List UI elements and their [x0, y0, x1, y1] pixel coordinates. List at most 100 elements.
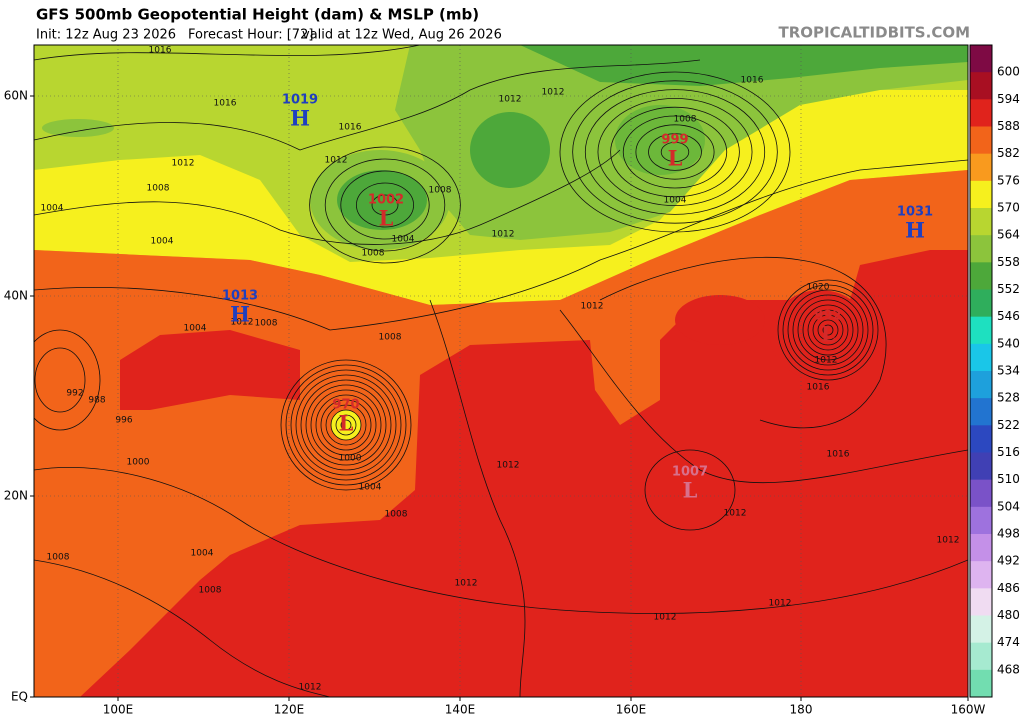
isobar — [807, 309, 849, 351]
isobar — [648, 133, 702, 171]
isobar-label: 1004 — [359, 483, 382, 493]
colorbar-swatch — [970, 208, 992, 236]
isobar-label: 1012 — [581, 302, 604, 312]
isobar-label: 1008 — [674, 115, 697, 125]
isobar — [777, 279, 879, 381]
isobar-label: 1016 — [741, 76, 764, 86]
isobar-label: 1008 — [147, 184, 170, 194]
center-letter: H — [230, 302, 250, 327]
isobar — [295, 374, 397, 476]
colorbar-label: 594 — [997, 92, 1020, 106]
isobar-label: 1012 — [455, 579, 478, 589]
isobar — [335, 414, 357, 436]
lon-label: 160E — [616, 703, 647, 717]
isobar — [572, 80, 778, 224]
isobar — [290, 369, 402, 481]
center-letter: H — [905, 218, 925, 243]
lat-label: 60N — [4, 89, 28, 103]
colorbar-swatch — [970, 289, 992, 318]
isobar-label: 1000 — [339, 454, 362, 464]
height-field — [34, 170, 968, 697]
lat-label: EQ — [11, 690, 28, 704]
colorbar-label: 498 — [997, 527, 1020, 541]
colorbar-swatch — [970, 452, 992, 481]
isobar-label: 1012 — [769, 599, 792, 609]
isobar-label: 1012 — [497, 461, 520, 471]
isobar — [324, 158, 446, 252]
isobar-label: 1008 — [429, 186, 452, 196]
height-field — [770, 290, 870, 380]
isobar-label: 1016 — [827, 450, 850, 460]
isobar — [610, 106, 740, 198]
colorbar-label: 582 — [997, 146, 1020, 160]
colorbar-swatch — [970, 343, 992, 372]
isobar-label: 1016 — [214, 99, 237, 109]
isobar-label: 1012 — [231, 318, 254, 328]
isobar — [355, 182, 414, 228]
colorbar-label: 564 — [997, 228, 1020, 242]
center-value: 1013 — [222, 289, 258, 304]
isobar — [310, 389, 382, 461]
forecast-hour: Forecast Hour: [72] — [188, 28, 313, 43]
isobar-label: 1012 — [299, 683, 322, 693]
center-letter: L — [668, 146, 683, 171]
colorbar-label: 510 — [997, 472, 1020, 486]
isobar-label: 992 — [66, 389, 83, 399]
map — [34, 45, 968, 697]
center-letter: L — [821, 322, 836, 347]
colorbar-label: 534 — [997, 364, 1020, 378]
colorbar-swatch — [970, 425, 992, 453]
height-field — [675, 295, 765, 345]
colorbar-swatch — [970, 398, 992, 426]
colorbar-swatch — [970, 180, 992, 209]
isobar — [797, 299, 859, 361]
colorbar-label: 576 — [997, 173, 1020, 187]
colorbar-label: 540 — [997, 336, 1020, 350]
isobar — [340, 419, 352, 431]
title: GFS 500mb Geopotential Height (dam) & MS… — [36, 6, 479, 24]
colorbar-label: 468 — [997, 662, 1020, 676]
colorbar-swatch — [970, 642, 992, 671]
valid-time: valid at 12z Wed, Aug 26 2026 — [302, 28, 502, 43]
isobar-label: 1012 — [492, 230, 515, 240]
isobar — [309, 146, 461, 264]
isobar-label: 1008 — [255, 319, 278, 329]
isobar — [792, 294, 864, 366]
isobar-label: 1004 — [41, 204, 64, 214]
isobar-label: 1012 — [499, 95, 522, 105]
colorbar-swatch — [970, 316, 992, 345]
colorbar-swatch — [970, 126, 992, 155]
center-value: 992 — [814, 309, 841, 324]
colorbar-swatch — [970, 669, 992, 698]
isobar — [371, 194, 399, 216]
isobar — [787, 289, 869, 371]
colorbar-label: 486 — [997, 581, 1020, 595]
isobar-label: 1016 — [149, 46, 172, 56]
isobars — [34, 45, 968, 697]
height-field — [470, 112, 550, 188]
colorbar: 600 594 588 582 576 570 564 558 552 546 540 534 528 5… — [969, 44, 1020, 698]
colorbar-swatch — [970, 615, 992, 644]
isobar — [782, 284, 874, 376]
lon-label: 180 — [790, 703, 813, 717]
lon-label: 140E — [445, 703, 476, 717]
isobar — [817, 319, 839, 341]
colorbar-label: 570 — [997, 201, 1020, 215]
watermark: TROPICALTIDBITS.COM — [779, 24, 971, 42]
isobar — [280, 359, 412, 491]
isobar-label: 1016 — [807, 383, 830, 393]
colorbar-swatch — [970, 45, 992, 73]
isobar-label: 1012 — [325, 156, 348, 166]
height-field — [120, 330, 300, 410]
center-value: 1019 — [282, 93, 318, 108]
colorbar-frame — [969, 44, 993, 698]
lat-label: 40N — [4, 289, 28, 303]
center-value: 1031 — [897, 205, 933, 220]
colorbar-swatch — [970, 99, 992, 127]
colorbar-swatch — [970, 371, 992, 399]
isobar-label: 1004 — [184, 324, 207, 334]
isobar-label: 1004 — [151, 237, 174, 247]
isobar — [330, 409, 362, 441]
height-field — [331, 410, 361, 440]
colorbar-label: 558 — [997, 255, 1020, 269]
